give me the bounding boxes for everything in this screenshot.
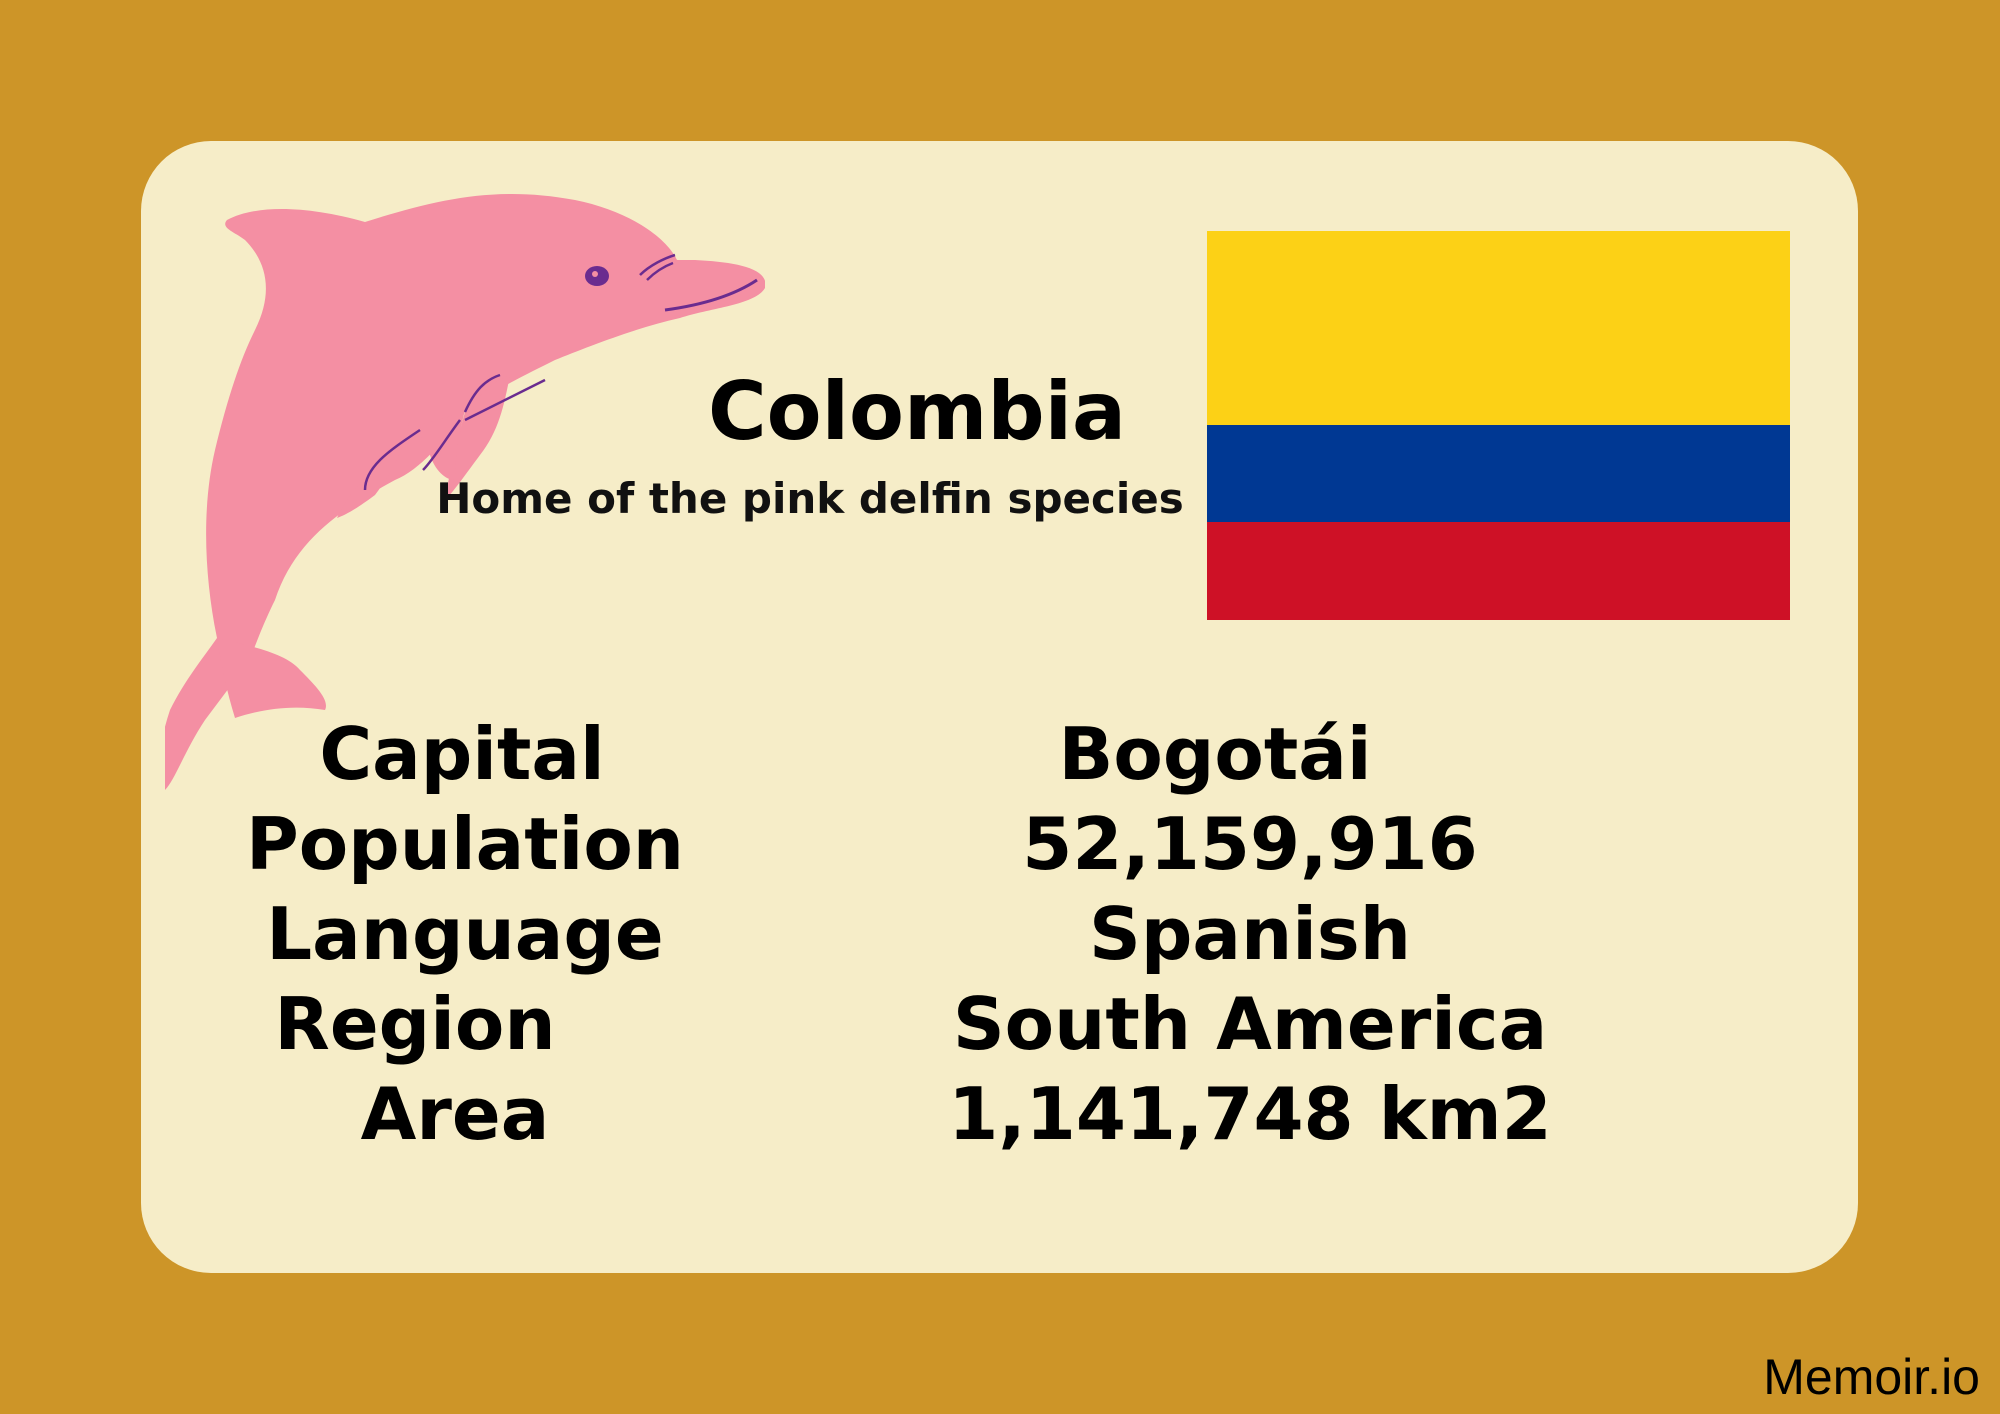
flag-stripe-yellow (1207, 231, 1790, 425)
colombia-flag (1207, 231, 1790, 620)
page-subtitle: Home of the pink delfin species (436, 474, 1184, 523)
flag-stripe-blue (1207, 425, 1790, 522)
flag-stripe-red (1207, 522, 1790, 620)
page-title: Colombia (707, 365, 1127, 458)
brand-watermark: Memoir.io (1763, 1349, 1980, 1405)
pink-dolphin-icon (165, 193, 765, 790)
